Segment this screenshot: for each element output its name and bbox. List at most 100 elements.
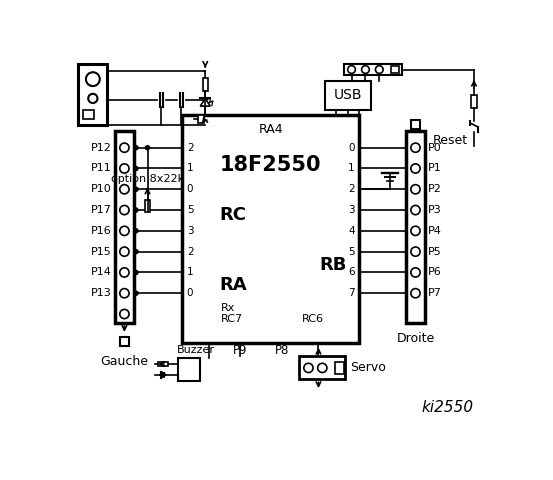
- Bar: [83, 110, 93, 119]
- Text: RC7: RC7: [221, 314, 243, 324]
- Text: Buzzer: Buzzer: [177, 345, 215, 355]
- Bar: [120, 337, 129, 347]
- Circle shape: [120, 268, 129, 277]
- Text: P14: P14: [91, 267, 112, 277]
- Circle shape: [411, 143, 420, 152]
- Circle shape: [411, 268, 420, 277]
- Circle shape: [134, 271, 138, 275]
- Bar: [158, 362, 168, 366]
- Text: P9: P9: [233, 344, 247, 357]
- Text: P6: P6: [428, 267, 441, 277]
- Text: 4: 4: [348, 226, 354, 236]
- Text: 1: 1: [348, 164, 354, 173]
- Bar: [406, 131, 425, 323]
- Bar: [299, 356, 346, 380]
- Text: P11: P11: [91, 164, 112, 173]
- Text: 3: 3: [348, 205, 354, 215]
- Text: P3: P3: [428, 205, 441, 215]
- Text: P15: P15: [91, 247, 112, 257]
- Text: 2: 2: [187, 143, 194, 153]
- Text: P4: P4: [428, 226, 442, 236]
- Circle shape: [120, 226, 129, 236]
- Text: Gauche: Gauche: [101, 355, 148, 368]
- Text: P2: P2: [428, 184, 442, 194]
- Bar: [391, 66, 399, 73]
- Text: ki2550: ki2550: [422, 400, 474, 416]
- Text: RA4: RA4: [258, 123, 283, 136]
- Text: P0: P0: [428, 143, 441, 153]
- Circle shape: [120, 143, 129, 152]
- Text: 6: 6: [348, 267, 354, 277]
- Circle shape: [134, 167, 138, 170]
- Circle shape: [304, 363, 313, 372]
- Text: 0: 0: [348, 143, 354, 153]
- Bar: [325, 81, 371, 110]
- Circle shape: [317, 363, 327, 372]
- Text: P13: P13: [91, 288, 112, 298]
- Circle shape: [411, 247, 420, 256]
- Circle shape: [134, 187, 138, 191]
- Text: P10: P10: [91, 184, 112, 194]
- Circle shape: [145, 146, 149, 150]
- Circle shape: [411, 226, 420, 236]
- Text: P1: P1: [428, 164, 441, 173]
- Circle shape: [88, 94, 97, 103]
- Text: Rx: Rx: [221, 303, 235, 313]
- Text: P12: P12: [91, 143, 112, 153]
- Circle shape: [134, 208, 138, 212]
- Circle shape: [120, 164, 129, 173]
- Text: RA: RA: [219, 276, 247, 294]
- Bar: [115, 131, 134, 323]
- Circle shape: [375, 66, 383, 73]
- Text: P7: P7: [428, 288, 442, 298]
- Text: 2: 2: [187, 247, 194, 257]
- Text: USB: USB: [333, 88, 362, 102]
- Circle shape: [86, 72, 100, 86]
- Circle shape: [411, 185, 420, 194]
- Text: P17: P17: [91, 205, 112, 215]
- Text: Reset: Reset: [432, 134, 468, 147]
- Text: 7: 7: [348, 288, 354, 298]
- Circle shape: [411, 164, 420, 173]
- Text: 5: 5: [187, 205, 194, 215]
- Text: 18F2550: 18F2550: [220, 156, 321, 175]
- Text: 0: 0: [187, 184, 194, 194]
- Text: Droite: Droite: [397, 332, 435, 345]
- Circle shape: [348, 66, 356, 73]
- Circle shape: [411, 288, 420, 298]
- Circle shape: [120, 310, 129, 319]
- Bar: [411, 120, 420, 129]
- Circle shape: [362, 66, 369, 73]
- Text: 1: 1: [187, 164, 194, 173]
- Text: P8: P8: [275, 344, 289, 357]
- Bar: [344, 64, 401, 75]
- Circle shape: [120, 247, 129, 256]
- Circle shape: [120, 288, 129, 298]
- Text: RC: RC: [219, 206, 246, 225]
- Text: 1: 1: [187, 267, 194, 277]
- Text: P16: P16: [91, 226, 112, 236]
- Text: 3: 3: [187, 226, 194, 236]
- Bar: [78, 64, 107, 125]
- Circle shape: [134, 250, 138, 253]
- Circle shape: [411, 205, 420, 215]
- Bar: [178, 358, 200, 381]
- Circle shape: [134, 229, 138, 233]
- Text: RB: RB: [319, 256, 347, 275]
- Text: 5: 5: [348, 247, 354, 257]
- Bar: [182, 115, 359, 343]
- Text: RC6: RC6: [301, 314, 324, 324]
- Text: 0: 0: [187, 288, 194, 298]
- Text: 2: 2: [348, 184, 354, 194]
- Circle shape: [120, 205, 129, 215]
- Bar: [145, 200, 150, 212]
- Bar: [471, 95, 477, 108]
- Circle shape: [134, 291, 138, 295]
- Text: P5: P5: [428, 247, 441, 257]
- Circle shape: [120, 185, 129, 194]
- Circle shape: [134, 146, 138, 150]
- Bar: [197, 115, 204, 123]
- Bar: [335, 362, 344, 374]
- Bar: [202, 78, 208, 91]
- Text: Servo: Servo: [350, 361, 386, 374]
